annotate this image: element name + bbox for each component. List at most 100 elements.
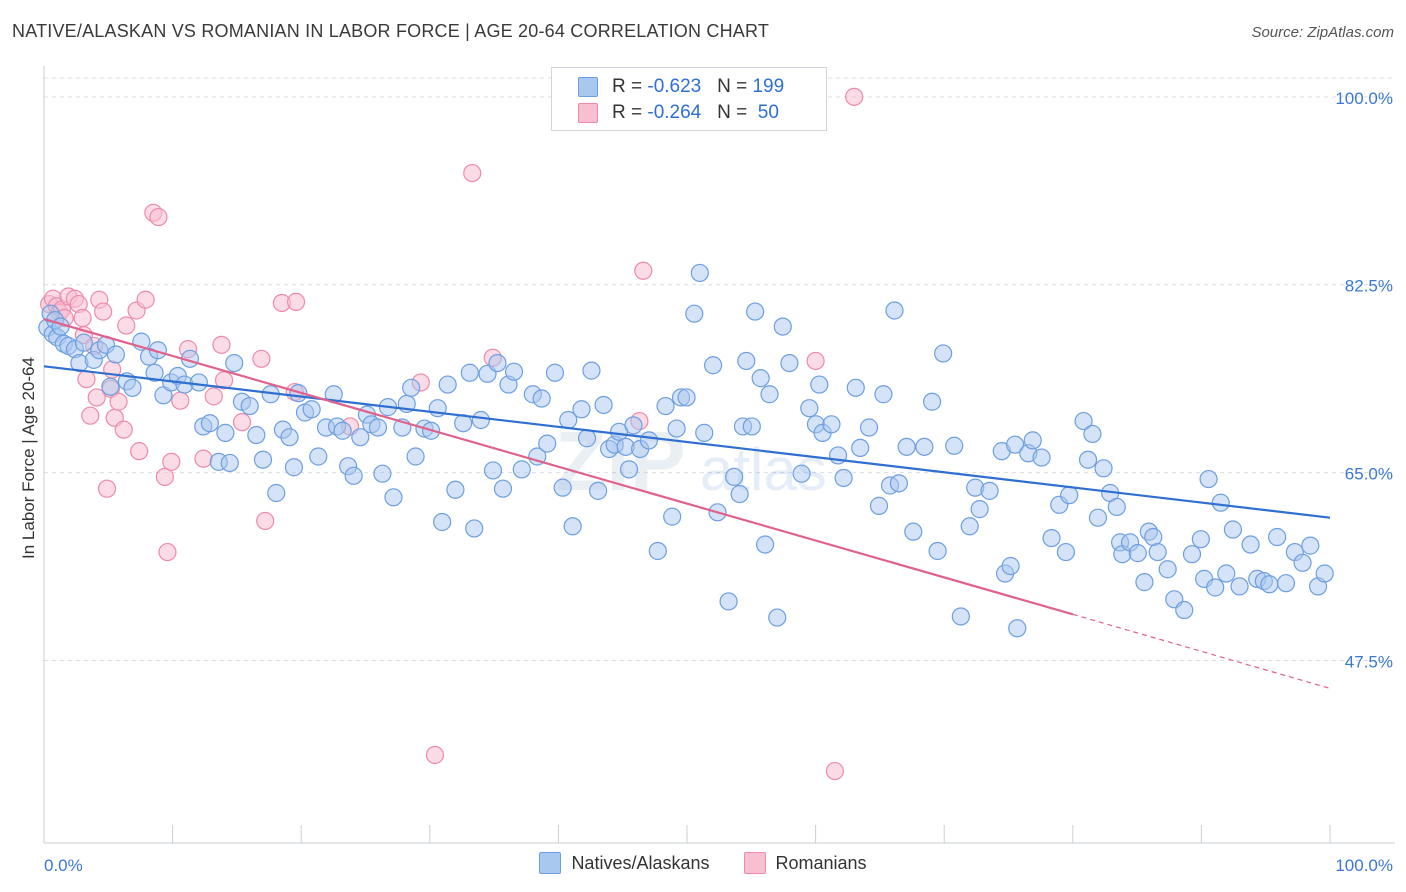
natives-point <box>889 474 909 493</box>
legend-item-romanians[interactable]: Romanians <box>743 852 867 874</box>
natives-point <box>648 541 667 561</box>
natives-point <box>493 479 513 498</box>
natives-point <box>504 362 524 381</box>
natives-point <box>742 417 761 436</box>
natives-point <box>746 302 765 321</box>
natives-point <box>915 437 934 456</box>
romanians-point <box>158 542 177 562</box>
natives-point <box>577 429 597 448</box>
source-label: Source: ZipAtlas.com <box>1251 24 1394 41</box>
y-tick-label: 65.0% <box>1345 465 1393 484</box>
x-tick-label-min: 0.0% <box>44 856 83 875</box>
legend-r-value: -0.264 <box>647 102 702 123</box>
natives-point <box>101 377 120 396</box>
legend-label-natives: Natives/Alaskans <box>571 852 710 873</box>
natives-point <box>1276 574 1296 593</box>
natives-point <box>1008 619 1027 638</box>
natives-point <box>768 608 787 627</box>
natives-point <box>471 410 490 430</box>
natives-point <box>368 418 388 437</box>
natives-point <box>773 317 792 336</box>
series-legend: Natives/Alaskans Romanians <box>0 852 1406 874</box>
natives-point <box>1088 508 1108 527</box>
x-tick-label-max: 100.0% <box>1335 856 1393 875</box>
legend-spacer <box>701 102 717 124</box>
axes <box>43 66 1395 844</box>
natives-point <box>582 361 601 380</box>
natives-point <box>904 522 923 541</box>
legend-swatch-romanians <box>578 103 598 123</box>
natives-point <box>594 395 613 415</box>
natives-point <box>433 512 452 532</box>
correlation-legend: R = -0.623 N = 199 R = -0.264 N = 50 <box>551 67 827 131</box>
legend-item-natives[interactable]: Natives/Alaskans <box>539 852 710 874</box>
natives-point <box>302 400 321 419</box>
y-tick-label: 82.5% <box>1345 277 1393 296</box>
romanians-point <box>806 351 825 371</box>
natives-point <box>406 447 425 466</box>
natives-point <box>851 438 870 458</box>
natives-point <box>446 480 465 499</box>
natives-point <box>1074 411 1093 431</box>
natives-point <box>1241 535 1260 554</box>
natives-point <box>189 373 208 392</box>
natives-point <box>980 481 999 500</box>
natives-point <box>1128 544 1147 563</box>
natives-point <box>1078 450 1098 469</box>
natives-point <box>309 447 328 466</box>
natives-point <box>960 517 979 536</box>
romanians-point <box>97 479 117 498</box>
romanians-trend-line <box>43 318 1074 616</box>
natives-point <box>1083 424 1102 444</box>
natives-point <box>951 607 970 626</box>
natives-point <box>512 460 531 479</box>
romanians-point <box>77 370 96 389</box>
romanians-point <box>463 163 482 183</box>
natives-point <box>719 592 738 611</box>
natives-point <box>834 468 853 488</box>
natives-point <box>1135 573 1154 592</box>
natives-points <box>38 263 1334 638</box>
romanians-point <box>94 302 113 321</box>
natives-point <box>792 464 811 483</box>
romanians-point <box>149 207 168 227</box>
natives-point <box>859 418 879 437</box>
romanians-point <box>109 392 128 411</box>
natives-point <box>780 353 799 373</box>
natives-point <box>1315 564 1334 583</box>
natives-point <box>885 301 904 320</box>
natives-point <box>1144 527 1163 547</box>
romanians-point <box>845 87 864 106</box>
natives-point <box>928 541 947 561</box>
natives-point <box>483 461 503 480</box>
romanians-point <box>425 745 445 765</box>
natives-point <box>751 369 770 388</box>
legend-n-label: N = <box>717 102 753 123</box>
romanians-point <box>256 511 275 531</box>
natives-point <box>532 389 551 408</box>
natives-point <box>123 378 142 397</box>
natives-point <box>1199 469 1218 489</box>
natives-point <box>663 507 682 526</box>
romanians-point <box>162 452 181 471</box>
romanians-point <box>73 308 92 328</box>
natives-point <box>1094 459 1113 478</box>
natives-point <box>1148 542 1167 562</box>
natives-point <box>1056 542 1076 562</box>
natives-point <box>333 421 352 440</box>
legend-row-natives: R = -0.623 N = 199 <box>578 75 784 99</box>
natives-point <box>1032 448 1051 467</box>
legend-row-romanians: R = -0.264 N = 50 <box>578 101 779 125</box>
natives-point <box>563 517 582 536</box>
natives-point <box>1001 556 1020 576</box>
natives-point <box>1211 493 1230 512</box>
natives-point <box>730 484 749 504</box>
legend-swatch-romanians <box>743 852 766 874</box>
natives-point <box>1223 520 1243 539</box>
natives-point <box>945 436 964 455</box>
natives-point <box>1206 578 1225 597</box>
romanians-point <box>286 292 306 311</box>
natives-point <box>846 378 865 397</box>
natives-point <box>667 419 686 438</box>
